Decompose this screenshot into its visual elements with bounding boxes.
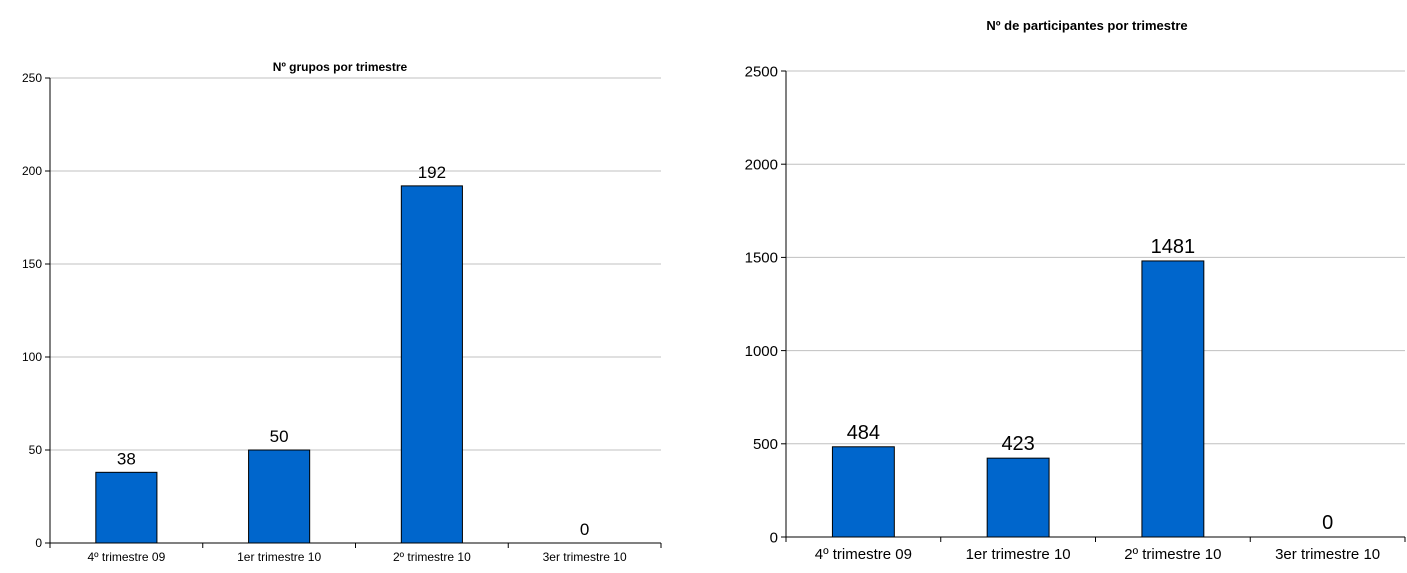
bar — [831, 446, 895, 538]
y-tick-label: 2000 — [745, 156, 778, 173]
data-label: 50 — [270, 427, 289, 446]
x-category-label: 3er trimestre 10 — [1275, 546, 1380, 563]
data-label: 1481 — [1151, 236, 1196, 258]
chart-title: Nº de participantes por trimestre — [986, 18, 1187, 33]
data-label: 484 — [847, 422, 880, 444]
chart-participants-per-quarter: Nº de participantes por trimestre 0 500 10… — [745, 18, 1406, 563]
data-label: 38 — [117, 449, 136, 468]
y-tick-label: 2500 — [745, 63, 778, 80]
y-tick-label: 200 — [22, 164, 42, 178]
bar — [1141, 260, 1205, 538]
bar — [95, 471, 158, 544]
y-tick-label: 0 — [770, 529, 778, 546]
y-tick-label: 500 — [753, 436, 778, 453]
y-tick-label: 1500 — [745, 250, 778, 267]
data-label: 0 — [1322, 512, 1333, 534]
bar — [400, 185, 463, 544]
y-tick-label: 150 — [22, 257, 42, 271]
y-tick-label: 0 — [35, 536, 42, 550]
x-category-label: 4º trimestre 09 — [88, 550, 166, 564]
bar — [986, 457, 1050, 538]
data-label: 423 — [1001, 433, 1034, 455]
data-label: 192 — [418, 163, 446, 182]
x-category-label: 3er trimestre 10 — [543, 550, 627, 564]
y-tick-label: 50 — [29, 443, 43, 457]
chart-groups-per-quarter: Nº grupos por trimestre 0 50 100 150 200 250 4… — [22, 60, 662, 564]
y-tick-label: 100 — [22, 350, 42, 364]
x-category-label: 1er trimestre 10 — [966, 546, 1071, 563]
x-category-label: 4º trimestre 09 — [815, 546, 912, 563]
x-category-label: 1er trimestre 10 — [237, 550, 321, 564]
x-category-label: 2º trimestre 10 — [1124, 546, 1221, 563]
x-category-label: 2º trimestre 10 — [393, 550, 471, 564]
y-tick-label: 1000 — [745, 343, 778, 360]
bar — [248, 449, 311, 544]
chart-title: Nº grupos por trimestre — [273, 60, 408, 74]
data-label: 0 — [580, 520, 589, 539]
y-tick-label: 250 — [22, 71, 42, 85]
